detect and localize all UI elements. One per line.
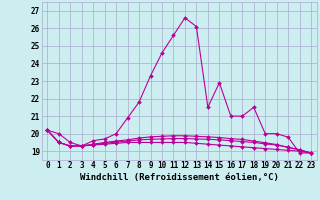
X-axis label: Windchill (Refroidissement éolien,°C): Windchill (Refroidissement éolien,°C) [80, 173, 279, 182]
